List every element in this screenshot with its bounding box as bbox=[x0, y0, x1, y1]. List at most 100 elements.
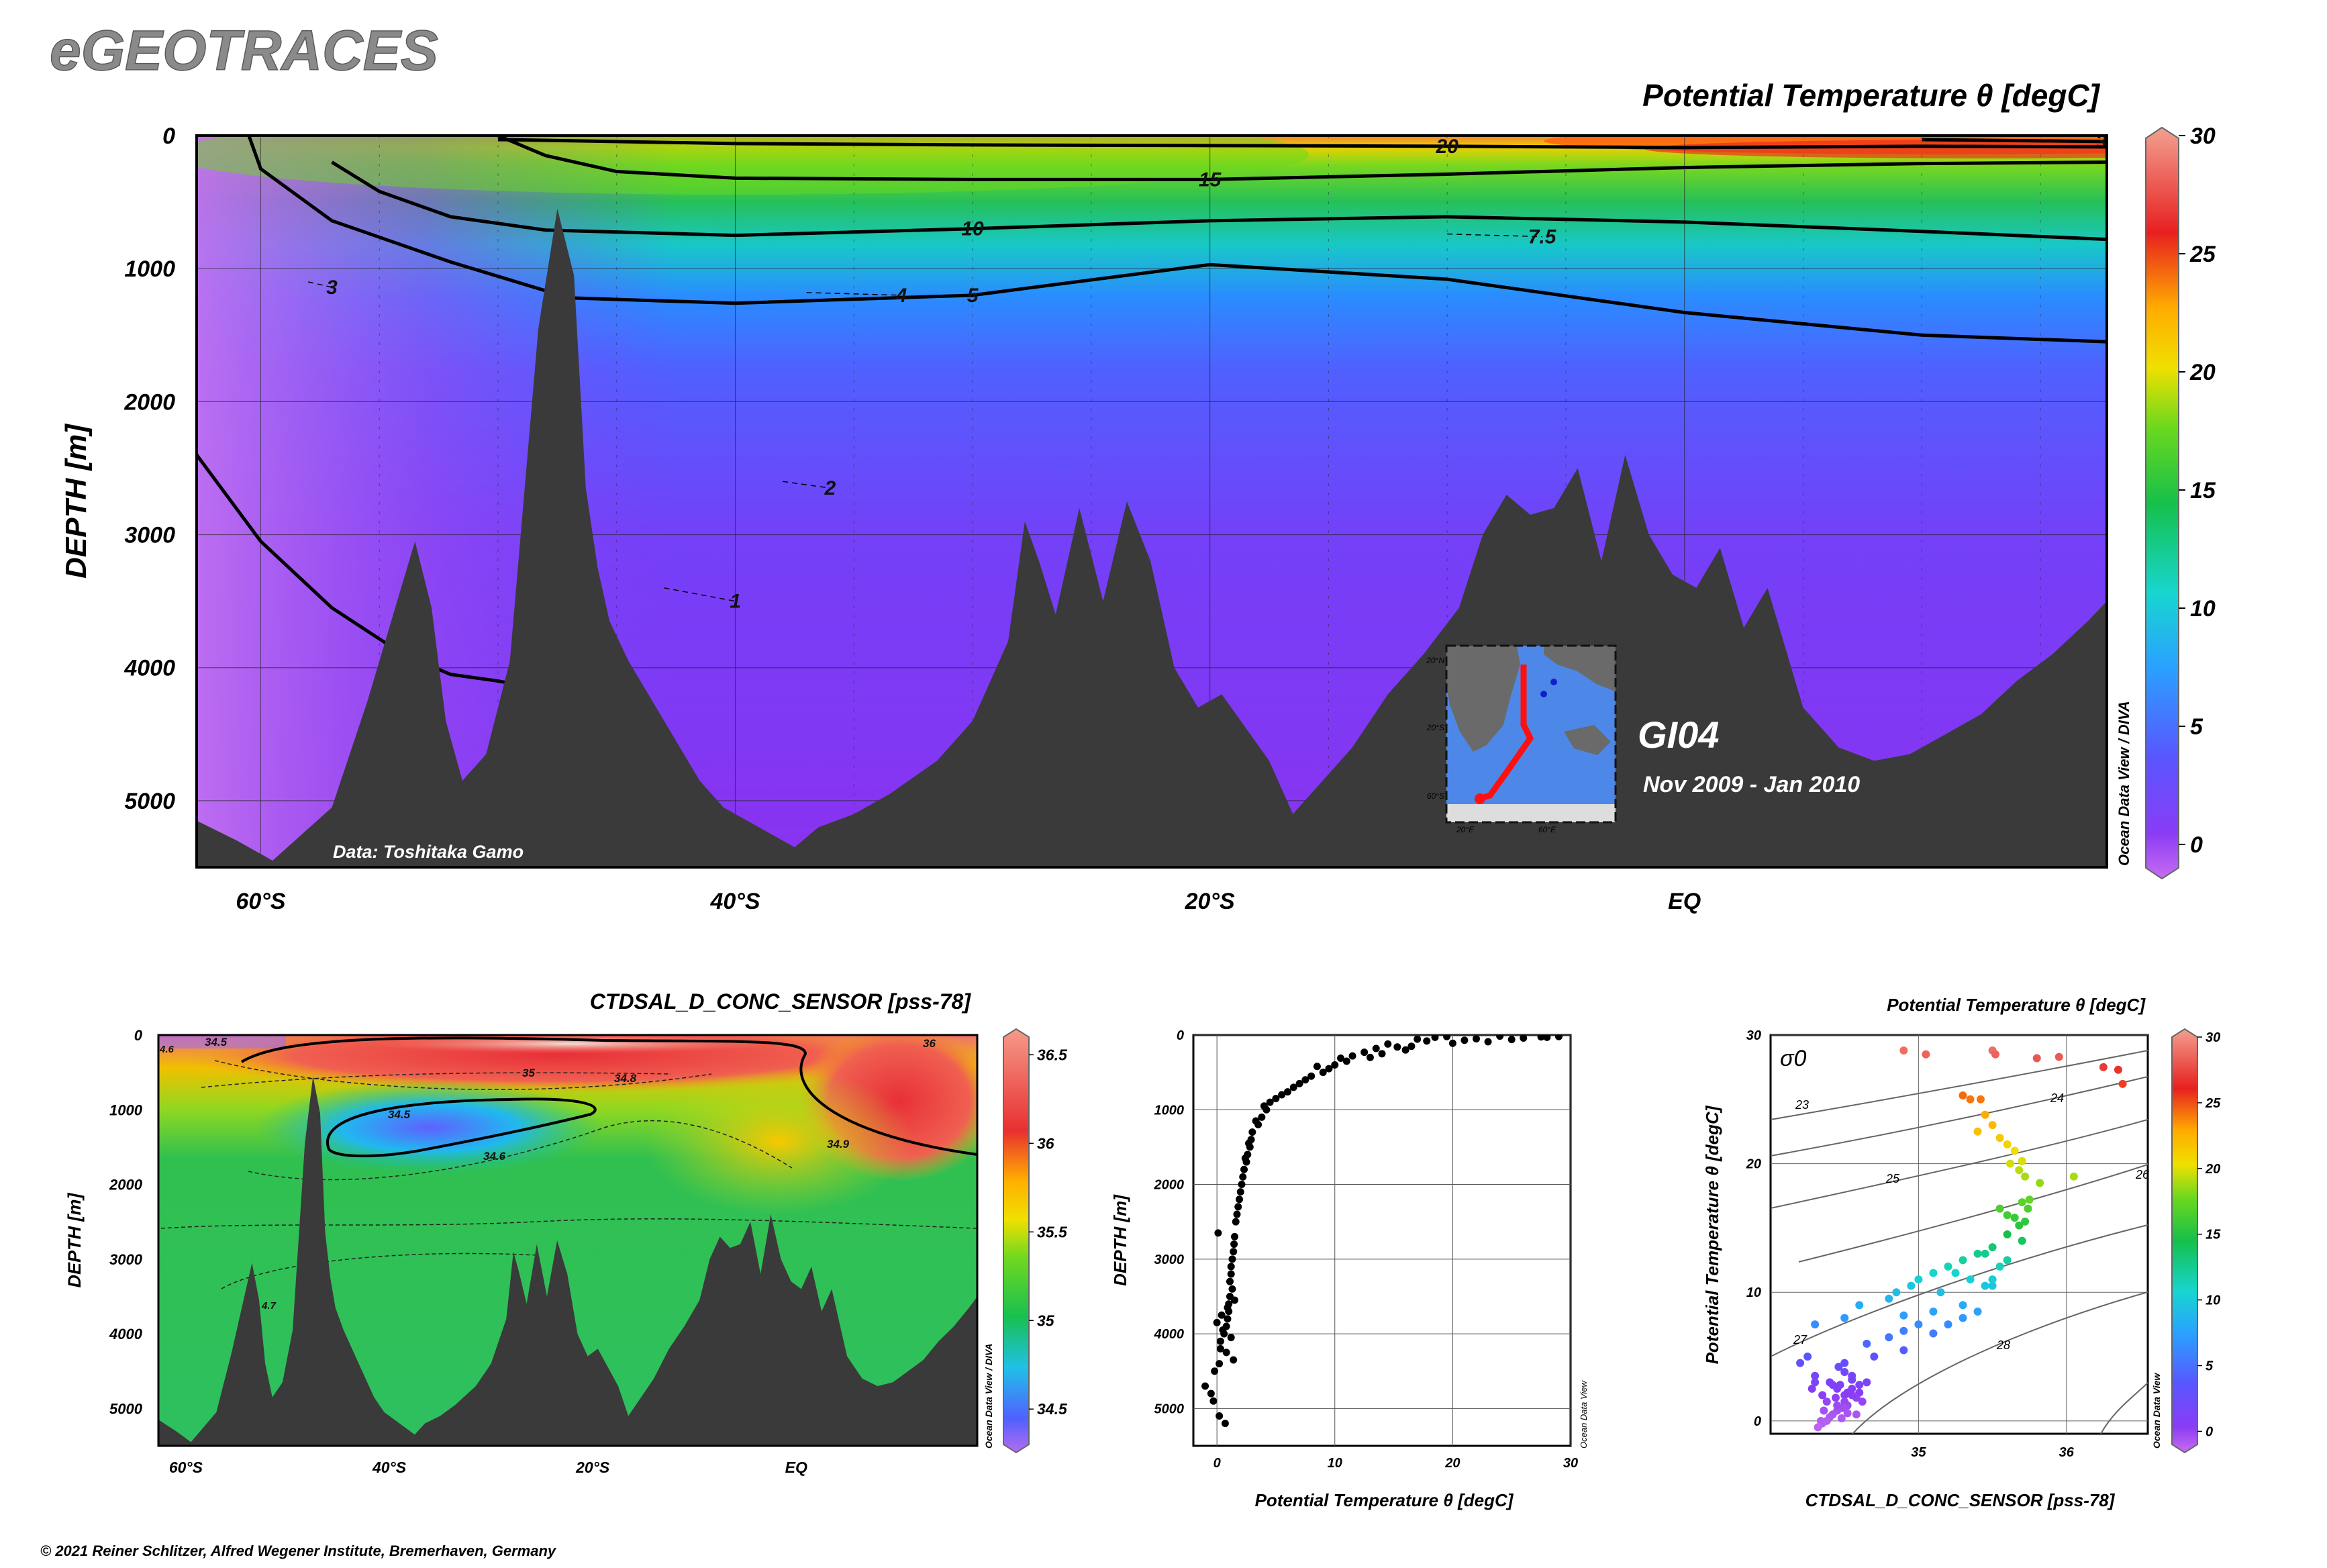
ts-point bbox=[1803, 1353, 1812, 1361]
ts-colorbar-tick-0: 0 bbox=[2206, 1424, 2213, 1439]
profile-point bbox=[1230, 1296, 1238, 1304]
ts-point bbox=[1828, 1381, 1837, 1389]
profile-point bbox=[1224, 1304, 1232, 1312]
main-colorbar-tick-15: 15 bbox=[2190, 478, 2216, 503]
profile-points bbox=[1201, 1035, 1563, 1428]
sal-contour-label-8: 4.6 bbox=[159, 1044, 175, 1055]
contour-line-20 bbox=[497, 138, 2107, 150]
ts-point bbox=[1981, 1110, 1989, 1119]
profile-point bbox=[1248, 1128, 1256, 1136]
salinity-section-panel: CTDSAL_D_CONC_SENSOR [pss-78] 34.5 34.6 … bbox=[64, 989, 1068, 1476]
ts-point bbox=[1995, 1134, 2004, 1142]
profile-point bbox=[1342, 1057, 1350, 1065]
profile-point bbox=[1240, 1165, 1248, 1173]
ts-points bbox=[1796, 1046, 2127, 1432]
ts-point bbox=[1959, 1256, 1967, 1265]
profile-point bbox=[1252, 1117, 1260, 1125]
contour-line-10 bbox=[331, 160, 2107, 242]
profile-point bbox=[1407, 1042, 1416, 1050]
main-x-ticks: 60°S 40°S 20°S EQ bbox=[236, 889, 1701, 914]
contour-line-7.5 bbox=[1447, 233, 1542, 238]
profile-point bbox=[1238, 1181, 1246, 1189]
ts-point bbox=[1811, 1378, 1820, 1387]
profile-point bbox=[1360, 1048, 1369, 1057]
inset-lat-3: 60°S bbox=[1427, 791, 1444, 801]
ts-colorbar-tick-30: 30 bbox=[2206, 1030, 2220, 1045]
profile-point bbox=[1272, 1095, 1280, 1103]
ts-point bbox=[1863, 1378, 1871, 1387]
main-title: Potential Temperature θ [degC] bbox=[1642, 78, 2100, 113]
ts-colorbar-tick-20: 20 bbox=[2205, 1162, 2220, 1177]
ts-point bbox=[1995, 1204, 2004, 1213]
profile-point bbox=[1289, 1083, 1297, 1091]
profile-point bbox=[1207, 1389, 1215, 1398]
ts-point bbox=[1973, 1249, 1982, 1258]
main-colorbar-caption: Ocean Data View / DIVA bbox=[2116, 701, 2132, 866]
ts-point bbox=[2015, 1166, 2024, 1175]
ts-point bbox=[1885, 1333, 1893, 1342]
ts-x-tick-35: 35 bbox=[1911, 1445, 1926, 1460]
sal-colorbar-tick-36: 36 bbox=[1037, 1134, 1054, 1152]
profile-point bbox=[1366, 1053, 1374, 1061]
profile-point bbox=[1443, 1035, 1451, 1040]
salinity-frame bbox=[157, 1034, 979, 1447]
contour-label-3: 3 bbox=[326, 277, 338, 299]
profile-point bbox=[1209, 1397, 1218, 1405]
sal-colorbar-tick-35.5: 35.5 bbox=[1037, 1223, 1068, 1240]
ts-point bbox=[1929, 1329, 1938, 1338]
profile-point bbox=[1227, 1334, 1235, 1342]
inset-lat-1: 20°N bbox=[1426, 656, 1444, 665]
profile-point bbox=[1319, 1069, 1327, 1077]
profile-point bbox=[1378, 1050, 1386, 1058]
ts-point bbox=[1988, 1281, 1997, 1290]
profile-point bbox=[1224, 1315, 1232, 1323]
ts-y-tick-30: 30 bbox=[1746, 1028, 1761, 1043]
isopycnal-symbol: σ0 bbox=[1780, 1046, 1807, 1071]
ts-point bbox=[1914, 1320, 1923, 1329]
sal-x-tick-EQ: EQ bbox=[785, 1459, 807, 1476]
sal-colorbar-tick-34.5: 34.5 bbox=[1037, 1400, 1068, 1418]
ts-point bbox=[2024, 1204, 2032, 1213]
profile-point bbox=[1507, 1036, 1516, 1044]
salinity-y-ticks: 0 1000 2000 3000 4000 5000 bbox=[109, 1027, 143, 1417]
ts-point bbox=[1816, 1416, 1825, 1425]
profile-point bbox=[1401, 1046, 1409, 1054]
contour-line-5 bbox=[247, 136, 2107, 344]
profile-point bbox=[1372, 1044, 1380, 1052]
main-colorbar-ticks: 30 25 20 15 10 5 0 bbox=[2179, 124, 2216, 858]
data-credit: Data: Toshitaka Gamo bbox=[333, 842, 524, 862]
ts-point bbox=[1811, 1371, 1820, 1380]
ts-colorbar-ticks: 30 25 20 15 10 5 0 bbox=[2197, 1030, 2221, 1439]
profile-point bbox=[1307, 1072, 1316, 1080]
ts-point bbox=[2006, 1159, 2015, 1168]
cruise-period: Nov 2009 - Jan 2010 bbox=[1643, 772, 1860, 797]
ts-point bbox=[1808, 1384, 1816, 1393]
sal-x-tick-60°S: 60°S bbox=[169, 1459, 203, 1476]
profile-grid bbox=[1193, 1034, 1571, 1446]
ts-point bbox=[1885, 1294, 1893, 1303]
ts-point bbox=[2003, 1256, 2012, 1265]
main-x-tick-60°S: 60°S bbox=[236, 889, 285, 914]
contour-label-1: 1 bbox=[730, 591, 741, 613]
profile-point bbox=[1266, 1098, 1274, 1106]
ts-point bbox=[1922, 1050, 1930, 1059]
inset-map-track bbox=[1479, 665, 1534, 802]
contour-label-5: 5 bbox=[967, 285, 979, 307]
ts-point bbox=[1848, 1375, 1856, 1384]
profile-point bbox=[1219, 1326, 1227, 1334]
profile-y-ticks: 0 1000 2000 3000 4000 5000 bbox=[1154, 1028, 1185, 1416]
salinity-colorbar-ticks: 36.5 36 35.5 35 34.5 bbox=[1029, 1046, 1068, 1418]
profile-point bbox=[1313, 1063, 1321, 1071]
inset-lat-2: 20°S bbox=[1426, 723, 1444, 732]
profile-point bbox=[1520, 1035, 1528, 1042]
profile-point bbox=[1484, 1038, 1492, 1046]
isopycnal-label-26: 26 bbox=[2135, 1168, 2150, 1181]
isopycnal-label-27: 27 bbox=[1793, 1333, 1808, 1346]
ts-point bbox=[1852, 1410, 1861, 1419]
isopycnal-label-28: 28 bbox=[1996, 1338, 2010, 1352]
profile-point bbox=[1543, 1035, 1551, 1041]
profile-point bbox=[1384, 1040, 1392, 1048]
ts-point bbox=[2015, 1221, 2024, 1230]
ts-point bbox=[1951, 1269, 1960, 1277]
ts-point bbox=[1929, 1269, 1938, 1277]
